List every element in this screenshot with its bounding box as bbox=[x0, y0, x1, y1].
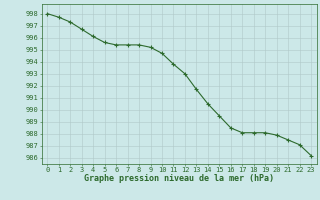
X-axis label: Graphe pression niveau de la mer (hPa): Graphe pression niveau de la mer (hPa) bbox=[84, 174, 274, 183]
